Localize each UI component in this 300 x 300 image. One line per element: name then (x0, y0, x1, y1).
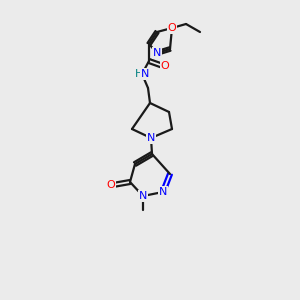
Text: N: N (159, 187, 167, 197)
Text: N: N (139, 191, 147, 201)
Text: N: N (153, 48, 161, 58)
Text: O: O (106, 180, 116, 190)
Text: H: H (135, 69, 143, 79)
Text: O: O (168, 23, 176, 33)
Text: N: N (147, 133, 155, 143)
Text: N: N (141, 69, 149, 79)
Text: O: O (160, 61, 169, 71)
